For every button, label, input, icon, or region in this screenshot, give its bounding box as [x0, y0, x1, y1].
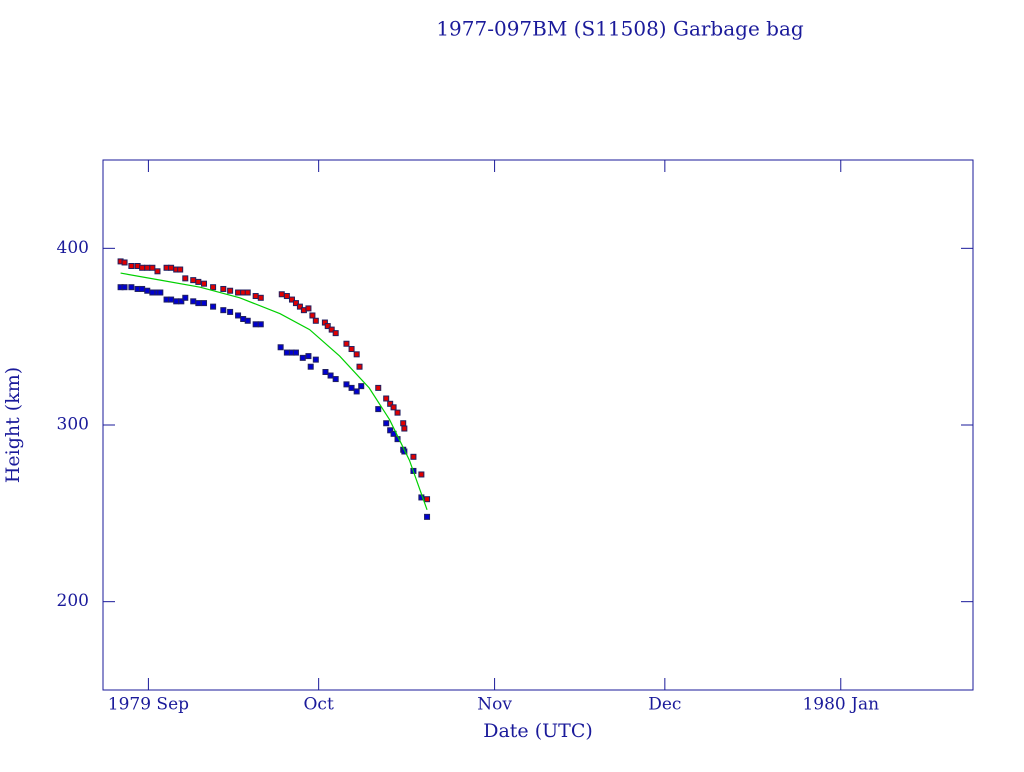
data-point: [343, 340, 350, 347]
data-point: [252, 293, 259, 300]
data-point: [144, 287, 151, 294]
chart-title: 1977-097BM (S11508) Garbage bag: [436, 17, 804, 41]
data-point: [394, 409, 401, 416]
data-point: [305, 305, 312, 312]
data-point: [312, 317, 319, 324]
data-point: [332, 330, 339, 337]
data-point: [348, 384, 355, 391]
data-point: [139, 264, 146, 271]
data-point: [288, 296, 295, 303]
data-point: [343, 381, 350, 388]
data-point: [353, 351, 360, 358]
x-tick-label: 1979 Sep: [108, 695, 189, 715]
data-point: [244, 289, 251, 296]
data-point: [201, 280, 208, 287]
data-point: [424, 513, 431, 520]
data-point: [292, 300, 299, 307]
data-point: [283, 293, 290, 300]
data-point: [418, 471, 425, 478]
data-point: [292, 349, 299, 356]
data-point: [257, 321, 264, 328]
data-point: [168, 296, 175, 303]
data-point: [201, 300, 208, 307]
fit-line: [120, 272, 428, 511]
x-tick-label: Oct: [304, 695, 334, 715]
data-point: [190, 277, 197, 284]
data-point: [375, 384, 382, 391]
data-point: [173, 298, 180, 305]
data-point: [424, 496, 431, 503]
data-point: [227, 287, 234, 294]
data-point: [401, 425, 408, 432]
data-point: [149, 264, 156, 271]
x-axis-label: Date (UTC): [483, 720, 593, 742]
data-point: [235, 289, 242, 296]
data-point: [307, 363, 314, 370]
data-point: [121, 284, 128, 291]
y-tick-label: 200: [57, 591, 89, 611]
y-axis-label: Height (km): [2, 367, 24, 483]
data-point: [157, 289, 164, 296]
data-point: [182, 294, 189, 301]
data-point: [327, 372, 334, 379]
plot-frame: [102, 159, 974, 691]
data-point: [356, 363, 363, 370]
data-point: [358, 383, 365, 390]
data-point: [277, 344, 284, 351]
data-point: [177, 266, 184, 273]
y-tick-label: 400: [57, 238, 89, 258]
data-point: [387, 427, 394, 434]
data-point: [128, 263, 135, 269]
data-point: [283, 349, 290, 356]
data-point: [257, 294, 264, 301]
data-point: [195, 278, 202, 285]
data-point: [244, 317, 251, 324]
data-point: [149, 289, 156, 296]
data-point: [332, 376, 339, 383]
data-point: [235, 312, 242, 319]
data-point: [296, 303, 303, 310]
data-point: [128, 284, 135, 291]
data-point: [178, 298, 185, 305]
data-point: [252, 321, 259, 328]
data-point: [312, 356, 319, 363]
x-tick-label: 1980 Jan: [802, 695, 879, 715]
data-point: [154, 268, 161, 275]
data-point: [328, 326, 335, 333]
data-point: [227, 308, 234, 315]
data-point: [144, 264, 151, 271]
x-tick-label: Dec: [648, 695, 681, 715]
data-point: [383, 420, 390, 427]
data-point: [278, 291, 285, 298]
data-point: [410, 453, 417, 460]
data-point: [305, 353, 312, 360]
data-point: [375, 406, 382, 413]
data-point: [309, 312, 316, 319]
data-point: [195, 300, 202, 307]
data-point: [139, 285, 146, 292]
data-point: [353, 388, 360, 395]
data-point: [220, 285, 227, 292]
data-point: [220, 307, 227, 314]
data-point: [348, 346, 355, 353]
data-point: [299, 354, 306, 361]
x-tick-label: Nov: [477, 695, 512, 715]
data-point: [210, 303, 217, 310]
data-point: [190, 298, 197, 305]
data-point: [322, 369, 329, 375]
data-point: [121, 259, 128, 266]
y-tick-label: 300: [57, 415, 89, 435]
data-point: [383, 395, 390, 402]
data-point: [210, 284, 217, 291]
data-point: [182, 275, 189, 282]
data-point: [390, 404, 397, 411]
data-point: [387, 400, 394, 407]
data-point: [324, 323, 331, 330]
data-point: [168, 264, 175, 271]
data-point: [400, 420, 407, 427]
